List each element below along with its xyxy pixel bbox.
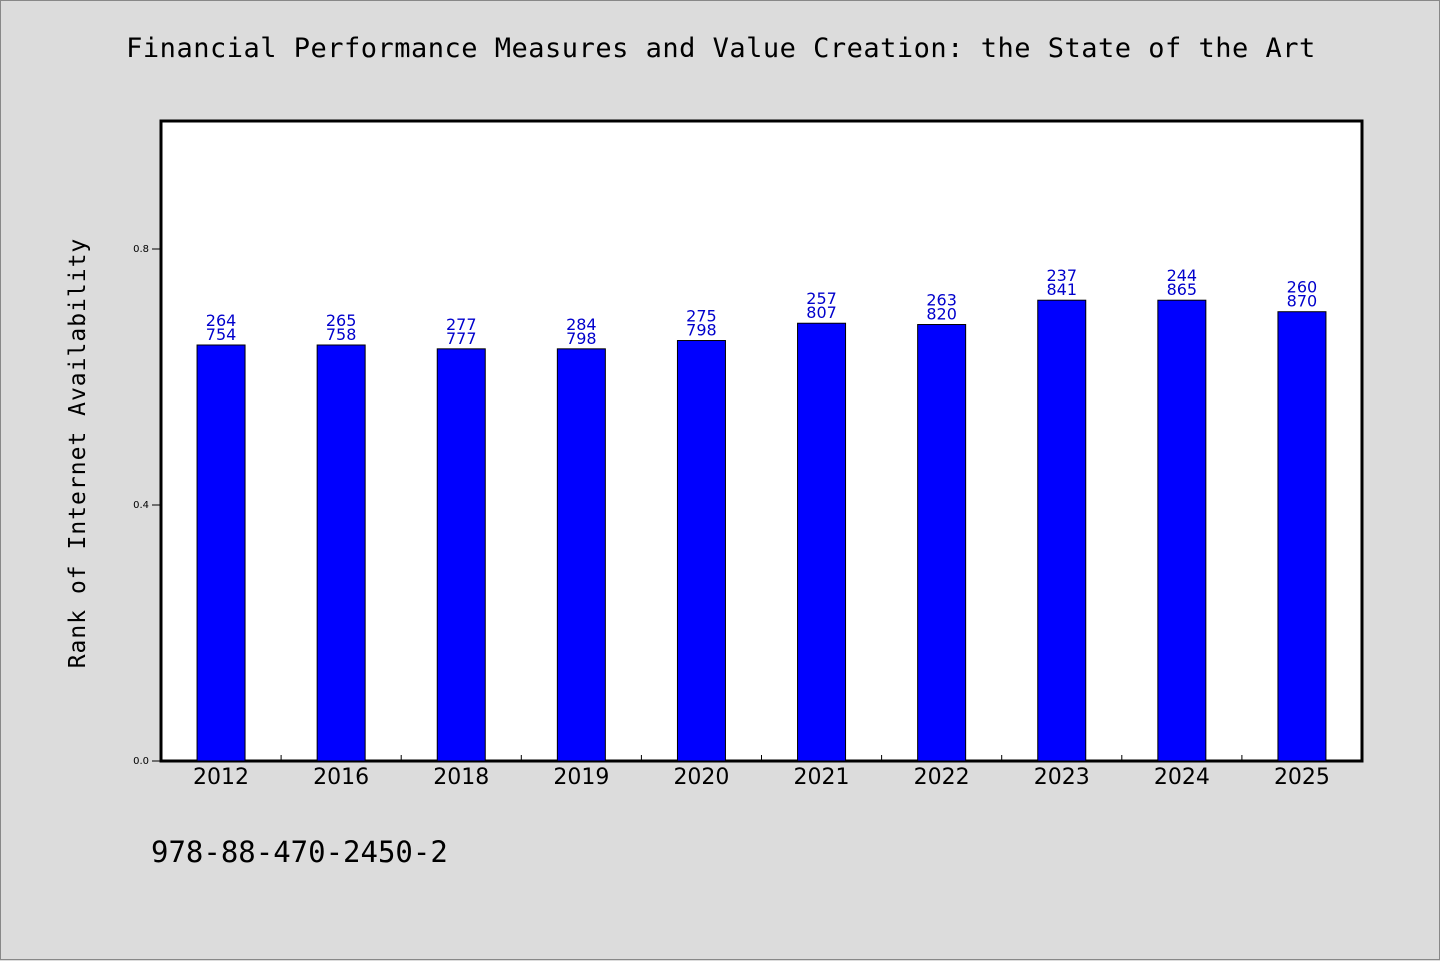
x-tick-label: 2025	[1274, 765, 1330, 790]
bar	[1277, 311, 1327, 762]
data-label: 798	[566, 329, 597, 348]
data-label: 870	[1287, 292, 1318, 311]
data-label: 798	[686, 321, 717, 340]
x-tick-label: 2022	[914, 765, 970, 790]
x-tick-label: 2012	[193, 765, 249, 790]
bar	[556, 348, 606, 762]
data-label: 865	[1167, 280, 1198, 299]
data-label: 284	[566, 315, 597, 334]
isbn-footer: 978-88-470-2450-2	[151, 835, 448, 869]
x-tick-label: 2018	[433, 765, 489, 790]
bar	[316, 344, 366, 762]
bar	[797, 322, 847, 762]
data-label: 758	[326, 325, 357, 344]
data-label: 275	[686, 307, 717, 326]
bar	[917, 324, 967, 762]
data-label: 807	[806, 303, 837, 322]
data-label: 777	[446, 329, 477, 348]
bar	[196, 344, 246, 762]
data-label: 260	[1287, 278, 1318, 297]
y-tick-label: 0.4	[133, 500, 149, 511]
data-label: 841	[1046, 280, 1077, 299]
data-label: 754	[206, 325, 237, 344]
data-label: 244	[1167, 266, 1198, 285]
y-tick-label: 0.0	[133, 756, 149, 767]
x-tick-label: 2016	[313, 765, 369, 790]
data-label: 820	[926, 305, 957, 324]
data-label: 277	[446, 315, 477, 334]
x-tick-label: 2024	[1154, 765, 1210, 790]
x-tick-label: 2020	[673, 765, 729, 790]
data-label: 265	[326, 311, 357, 330]
chart-title: Financial Performance Measures and Value…	[126, 33, 1316, 64]
bar	[436, 348, 486, 762]
x-tick-label: 2023	[1034, 765, 1090, 790]
x-tick-label: 2021	[794, 765, 850, 790]
data-label: 257	[806, 289, 837, 308]
bar	[676, 340, 726, 762]
y-tick-label: 0.8	[133, 244, 149, 255]
x-tick-label: 2019	[553, 765, 609, 790]
data-label: 263	[926, 291, 957, 310]
bar	[1037, 299, 1087, 762]
bar	[1157, 299, 1207, 762]
data-label: 237	[1046, 266, 1077, 285]
data-label: 264	[206, 311, 237, 330]
